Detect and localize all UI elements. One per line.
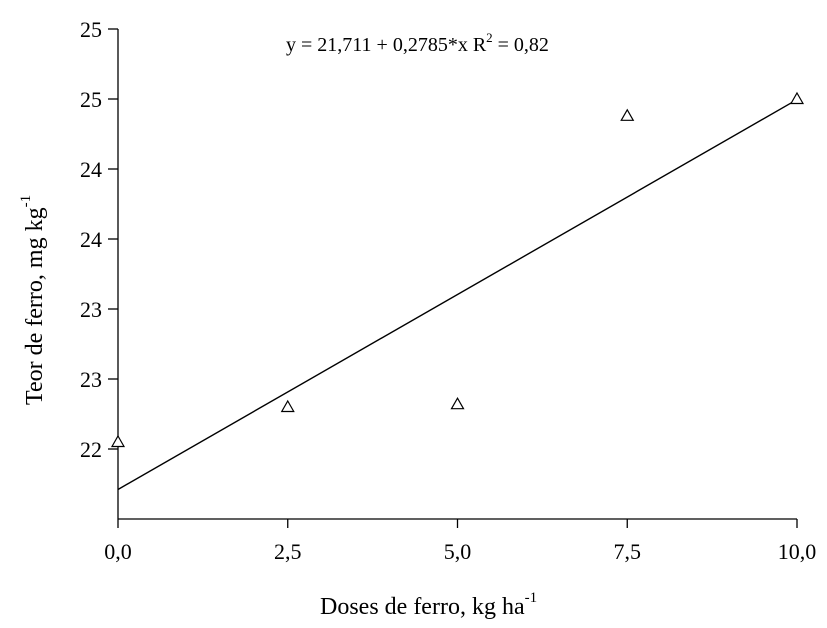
fit-line-group <box>117 98 798 491</box>
equation-prefix: y = 21,711 + 0,2785*x R <box>286 34 487 56</box>
y-axis-title: Teor de ferro, mg kg-1 <box>18 195 48 405</box>
data-point <box>450 396 465 410</box>
data-point <box>280 399 295 413</box>
equation-sup: 2 <box>486 30 493 45</box>
x-tick-label: 2,5 <box>274 539 302 564</box>
x-axis-title-text: Doses de ferro, kg ha <box>320 594 525 620</box>
x-tick-label: 5,0 <box>444 539 472 564</box>
x-tick-label: 7,5 <box>614 539 642 564</box>
y-tick-label: 24 <box>80 227 102 252</box>
data-point <box>110 434 126 448</box>
axes <box>117 29 797 520</box>
data-point <box>789 91 805 105</box>
y-ticks: 22 23 23 24 24 25 25 <box>80 17 118 462</box>
fit-line <box>117 98 798 491</box>
x-tick-label: 0,0 <box>104 539 132 564</box>
regression-equation: y = 21,711 + 0,2785*x R2 = 0,82 <box>286 30 549 56</box>
data-points <box>110 91 805 448</box>
y-tick-label: 22 <box>80 437 102 462</box>
y-tick-label: 25 <box>80 87 102 112</box>
x-tick-label: 10,0 <box>778 539 817 564</box>
x-ticks: 0,0 2,5 5,0 7,5 10,0 <box>104 519 816 564</box>
y-tick-label: 24 <box>80 157 102 182</box>
y-tick-label: 25 <box>80 17 102 42</box>
y-tick-label: 23 <box>80 297 102 322</box>
y-axis-title-text: Teor de ferro, mg kg <box>22 207 48 405</box>
x-axis-title-sup: -1 <box>525 590 538 606</box>
x-axis-title: Doses de ferro, kg ha-1 <box>320 590 537 620</box>
y-tick-label: 23 <box>80 367 102 392</box>
data-point <box>620 108 635 121</box>
y-axis-title-sup: -1 <box>18 195 34 208</box>
equation-suffix: = 0,82 <box>493 34 549 56</box>
